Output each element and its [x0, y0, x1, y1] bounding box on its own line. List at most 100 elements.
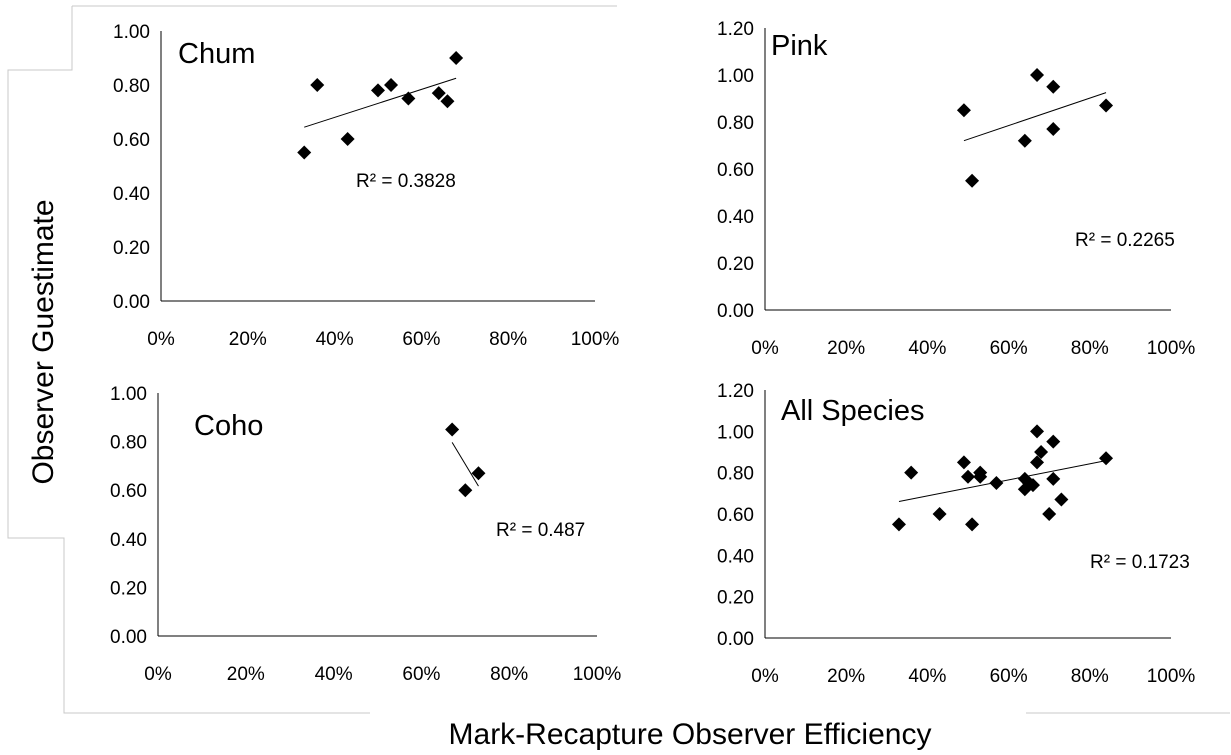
x-tick-label: 0%	[147, 329, 175, 350]
y-tick-label: 0.80	[110, 433, 147, 454]
y-tick-label: 0.40	[110, 530, 147, 551]
data-point	[965, 173, 980, 188]
y-tick-label: 0.80	[717, 113, 754, 134]
y-tick-label: 0.60	[717, 505, 754, 526]
x-tick-label: 60%	[990, 666, 1028, 687]
panel-title: Coho	[194, 410, 263, 442]
y-tick-label: 1.00	[717, 66, 754, 87]
data-point	[891, 517, 906, 532]
x-tick-label: 80%	[1071, 666, 1109, 687]
data-point	[401, 91, 416, 106]
trendline	[898, 460, 1107, 502]
x-tick-label: 40%	[315, 664, 353, 685]
data-point	[445, 422, 460, 437]
x-tick-label: 80%	[490, 664, 528, 685]
data-point	[956, 103, 971, 118]
x-tick-label: 100%	[571, 329, 620, 350]
panel-title: Pink	[771, 30, 828, 62]
figure-frame	[7, 5, 1230, 714]
data-point	[440, 94, 455, 109]
data-point	[1030, 424, 1045, 439]
trendline	[963, 92, 1107, 142]
data-point	[904, 465, 919, 480]
x-tick-label: 60%	[990, 338, 1028, 359]
data-point	[989, 476, 1004, 490]
x-tick-label: 60%	[402, 664, 440, 685]
data-point	[471, 466, 486, 481]
panel-title: All Species	[781, 395, 924, 427]
data-point	[1099, 98, 1114, 113]
y-tick-label: 1.00	[717, 422, 754, 443]
y-axis-title: Observer Guestimate	[27, 199, 60, 484]
x-tick-label: 40%	[908, 666, 946, 687]
x-tick-label: 0%	[751, 666, 779, 687]
data-point	[458, 483, 473, 498]
trendline	[451, 442, 479, 487]
data-point	[340, 132, 355, 146]
data-point	[431, 86, 446, 101]
x-tick-label: 40%	[908, 338, 946, 359]
trendline	[304, 77, 457, 128]
y-tick-label: 0.00	[110, 627, 147, 648]
data-point	[1054, 492, 1069, 507]
data-point	[1046, 434, 1061, 449]
chart-panel-4: 0.00 0.20 0.40 0.60 0.80 1.00 1.20 0% 20% 40% 60% 8…	[717, 381, 1195, 687]
y-tick-label: 0.00	[717, 301, 754, 322]
data-point	[384, 78, 399, 92]
y-tick-label: 0.40	[717, 546, 754, 567]
data-point	[961, 469, 975, 484]
x-tick-label: 0%	[751, 338, 779, 359]
y-tick-label: 0.20	[717, 254, 754, 275]
data-point	[932, 507, 947, 521]
data-point	[965, 517, 980, 532]
x-tick-label: 0%	[144, 664, 172, 685]
y-tick-label: 0.40	[717, 207, 754, 228]
x-tick-label: 100%	[1147, 338, 1196, 359]
y-tick-label: 0.00	[113, 292, 150, 313]
y-tick-label: 0.80	[113, 76, 150, 97]
data-point	[973, 469, 988, 484]
data-point	[1030, 455, 1045, 470]
y-tick-label: 0.60	[110, 481, 147, 502]
x-tick-label: 80%	[489, 329, 527, 350]
y-tick-label: 0.20	[110, 578, 147, 599]
y-tick-label: 1.20	[717, 381, 754, 402]
x-tick-label: 20%	[827, 666, 865, 687]
data-point	[1099, 451, 1114, 466]
y-tick-label: 0.20	[717, 588, 754, 609]
y-tick-label: 0.60	[113, 130, 150, 151]
data-point	[371, 83, 385, 98]
r-squared-label: R² = 0.1723	[1090, 552, 1190, 573]
chart-panel-3: 0.00 0.20 0.40 0.60 0.80 1.00 0% 20% 40% 60% 80% 10…	[110, 384, 621, 685]
y-tick-label: 1.20	[717, 19, 754, 40]
data-point	[1046, 79, 1061, 94]
r-squared-label: R² = 0.487	[496, 520, 585, 541]
y-tick-label: 0.00	[717, 629, 754, 650]
data-point	[1046, 122, 1061, 137]
x-tick-label: 60%	[402, 329, 440, 350]
chart-panel-2: 0.00 0.20 0.40 0.60 0.80 1.00 1.20 0% 20% 40% 60% 8…	[717, 19, 1195, 359]
x-tick-label: 20%	[227, 664, 265, 685]
y-tick-label: 1.00	[113, 22, 150, 43]
data-point	[1030, 68, 1045, 82]
x-tick-label: 40%	[316, 329, 354, 350]
y-tick-label: 0.20	[113, 238, 150, 259]
chart-panel-1: 0.00 0.20 0.40 0.60 0.80 1.00 0% 20% 40% 60% 80% 10…	[113, 22, 619, 350]
x-tick-label: 100%	[573, 664, 622, 685]
x-axis-title: Mark-Recapture Observer Efficiency	[449, 718, 932, 751]
x-tick-label: 80%	[1071, 338, 1109, 359]
r-squared-label: R² = 0.2265	[1075, 230, 1175, 251]
data-point	[1046, 471, 1061, 486]
data-point	[956, 455, 971, 470]
y-tick-label: 0.60	[717, 160, 754, 181]
data-point	[297, 145, 312, 160]
x-tick-label: 100%	[1147, 666, 1196, 687]
data-point	[1042, 507, 1057, 521]
y-tick-label: 0.40	[113, 184, 150, 205]
data-point	[1017, 133, 1032, 148]
data-point	[1025, 478, 1040, 493]
panel-title: Chum	[178, 38, 255, 70]
y-tick-label: 1.00	[110, 384, 147, 405]
data-point	[310, 78, 325, 92]
